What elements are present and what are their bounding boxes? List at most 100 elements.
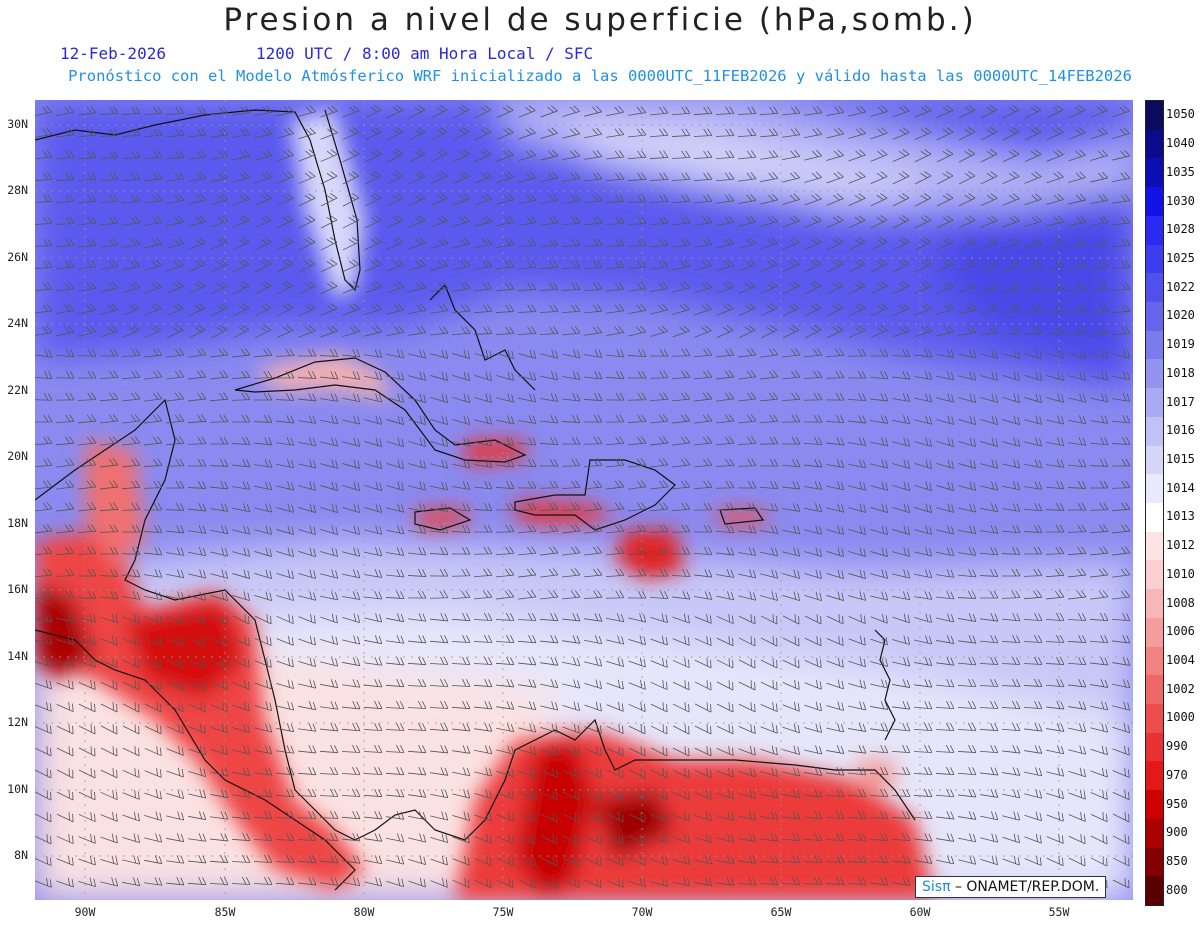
wind-barb [210, 679, 228, 691]
wind-barb [958, 171, 976, 185]
wind-barb [474, 127, 492, 141]
wind-barb [760, 636, 778, 647]
wind-barb [386, 503, 405, 513]
wind-barb [165, 436, 185, 446]
wind-barb [540, 590, 559, 600]
wind-barb [100, 414, 119, 424]
colorbar-label: 970 [1166, 767, 1188, 782]
wind-barb [650, 833, 668, 844]
wind-barb [188, 370, 207, 380]
wind-barb [386, 833, 405, 843]
wind-barb [35, 349, 53, 358]
wind-barb [649, 150, 669, 159]
wind-barb [452, 371, 470, 382]
wind-barb [540, 878, 558, 889]
wind-barb [1068, 458, 1087, 468]
wind-barb [1068, 723, 1087, 733]
wind-barb [540, 216, 559, 226]
wind-barb [936, 215, 954, 229]
wind-barb [1046, 149, 1064, 162]
wind-barb [826, 503, 845, 513]
wind-barb [782, 636, 800, 647]
wind-barb [1024, 237, 1043, 249]
wind-barb [738, 591, 757, 601]
wind-barb [364, 459, 382, 470]
wind-barb [99, 502, 119, 512]
wind-barb [1068, 127, 1086, 140]
wind-barb [188, 701, 206, 713]
wind-barb [342, 503, 361, 513]
wind-barb [121, 172, 141, 182]
wind-barb [56, 746, 74, 757]
wind-barb [650, 502, 669, 512]
wind-barb [1067, 480, 1087, 489]
wind-barb [958, 237, 976, 250]
wind-barb [804, 481, 823, 490]
wind-barb [122, 568, 141, 578]
wind-barb [826, 635, 844, 646]
wind-barb [650, 724, 668, 735]
wind-barb [716, 702, 734, 713]
wind-barb [253, 348, 273, 358]
wind-barb [738, 855, 757, 864]
wind-barb [122, 658, 140, 669]
wind-barb [914, 105, 932, 118]
wind-barb [584, 657, 603, 667]
wind-barb [473, 568, 493, 578]
wind-barb [187, 436, 207, 445]
wind-barb [958, 215, 976, 229]
wind-barb [892, 325, 910, 338]
wind-barb [452, 127, 470, 141]
wind-barb [693, 128, 713, 137]
wind-barb [100, 657, 118, 668]
wind-barb [144, 348, 163, 358]
wind-barb [650, 281, 669, 293]
wind-barb [958, 105, 976, 119]
wind-barb [99, 150, 119, 159]
wind-barb [386, 788, 405, 798]
wind-barb [187, 876, 207, 886]
wind-barb [122, 680, 140, 691]
wind-barb [275, 788, 295, 798]
wind-barb [298, 303, 316, 317]
wind-barb [253, 854, 273, 863]
wind-barb [231, 436, 251, 445]
wind-barb [1046, 723, 1065, 732]
wind-barb [430, 281, 449, 293]
wind-barb [451, 524, 471, 533]
wind-barb [848, 525, 867, 535]
wind-barb [1112, 127, 1130, 139]
wind-barb [166, 259, 184, 272]
wind-barb [35, 746, 52, 757]
wind-barb [891, 348, 911, 357]
wind-barb [1112, 546, 1131, 556]
wind-barb [518, 656, 537, 666]
wind-barb [452, 833, 470, 844]
wind-barb [1024, 745, 1043, 754]
wind-barb [276, 569, 295, 579]
colorbar-label: 1004 [1166, 652, 1195, 667]
wind-barb [496, 215, 515, 227]
wind-barb [232, 591, 250, 602]
wind-barb [342, 525, 361, 535]
wind-barb [1001, 700, 1021, 709]
wind-barb [99, 128, 119, 137]
wind-barb [473, 524, 493, 533]
wind-barb [210, 701, 228, 712]
wind-barb [628, 746, 646, 757]
wind-barb [694, 591, 713, 600]
wind-barb [100, 789, 118, 801]
wind-barb [99, 546, 119, 555]
wind-barb [694, 680, 712, 691]
wind-barb [1002, 215, 1020, 228]
wind-barb [496, 171, 514, 184]
wind-barb [298, 876, 317, 886]
wind-barb [1111, 304, 1131, 313]
wind-barb [627, 414, 647, 424]
wind-barb [847, 810, 867, 819]
wind-barb [782, 832, 801, 842]
wind-barb [649, 524, 669, 534]
wind-barb [1090, 171, 1109, 183]
wind-barb [737, 480, 757, 489]
wind-barb [1090, 546, 1109, 556]
